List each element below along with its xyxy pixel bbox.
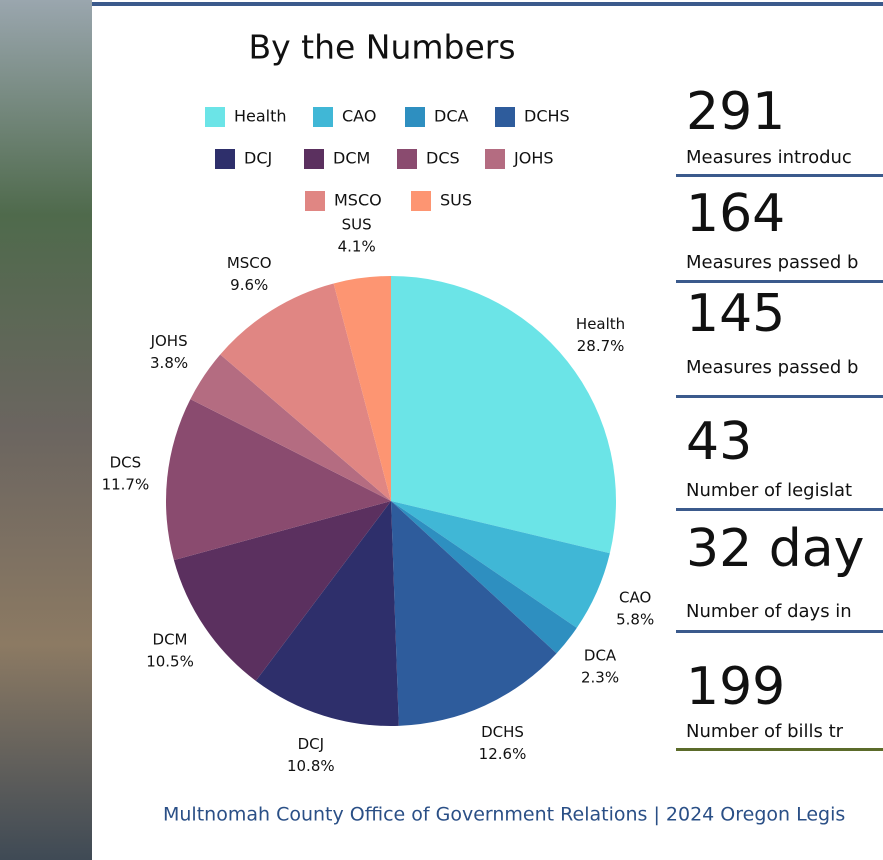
background-photo	[0, 0, 92, 860]
stat-label: Number of bills tr	[686, 721, 844, 742]
slice-label: DCHS	[481, 723, 524, 741]
stat-divider	[676, 395, 883, 398]
slice-value: 9.6%	[230, 276, 268, 294]
legend-swatch	[305, 191, 325, 211]
stat-divider	[676, 630, 883, 633]
slice-label: DCS	[110, 453, 142, 471]
top-border	[92, 2, 883, 6]
slice-value: 3.8%	[150, 354, 188, 372]
slice-label: MSCO	[227, 254, 272, 272]
slice-label: DCA	[584, 647, 617, 665]
legend-label: Health	[234, 107, 287, 126]
legend-label: DCA	[434, 107, 468, 126]
legend-label: SUS	[440, 191, 472, 210]
legend-swatch	[411, 191, 431, 211]
slice-value: 10.8%	[287, 757, 335, 775]
legend-label: JOHS	[513, 149, 554, 168]
slice-value: 10.5%	[146, 652, 194, 670]
slice-value: 4.1%	[338, 238, 376, 256]
stat-number: 199	[686, 657, 785, 717]
slice-value: 28.7%	[577, 337, 625, 355]
legend-label: CAO	[342, 107, 376, 126]
stat-divider	[676, 280, 883, 283]
stat-number: 43	[686, 412, 752, 472]
stat-divider	[676, 508, 883, 511]
legend-swatch	[313, 107, 333, 127]
slice-label: DCJ	[298, 735, 324, 753]
stat-label: Measures passed b	[686, 357, 858, 378]
legend-label: DCM	[333, 149, 370, 168]
stat-divider	[676, 748, 883, 751]
legend-swatch	[215, 149, 235, 169]
stat-divider	[676, 174, 883, 177]
footer: Multnomah County Office of Government Re…	[163, 804, 845, 826]
slice-label: CAO	[619, 589, 651, 607]
legend-label: MSCO	[334, 191, 382, 210]
slice-value: 5.8%	[616, 611, 654, 629]
stat-number: 145	[686, 284, 785, 344]
legend-swatch	[495, 107, 515, 127]
slice-label: JOHS	[150, 332, 188, 350]
legend-label: DCHS	[524, 107, 570, 126]
legend-swatch	[405, 107, 425, 127]
stat-label: Number of days in	[686, 601, 852, 622]
slice-label: Health	[576, 315, 625, 333]
slice-label: DCM	[153, 630, 188, 648]
stat-number: 291	[686, 82, 785, 142]
slice-value: 11.7%	[102, 475, 150, 493]
slice-label: SUS	[342, 216, 372, 234]
legend-label: DCJ	[244, 149, 272, 168]
legend-swatch	[397, 149, 417, 169]
legend-swatch	[485, 149, 505, 169]
slice-value: 2.3%	[581, 669, 619, 687]
stat-label: Measures passed b	[686, 252, 858, 273]
legend-label: DCS	[426, 149, 460, 168]
stat-number: 164	[686, 184, 785, 244]
stat-label: Measures introduc	[686, 147, 852, 168]
slice-value: 12.6%	[479, 745, 527, 763]
page: By the Numbers Multnomah County Office o…	[0, 0, 883, 860]
legend-swatch	[304, 149, 324, 169]
legend-swatch	[205, 107, 225, 127]
chart-title: By the Numbers	[248, 28, 515, 67]
stat-label: Number of legislat	[686, 480, 852, 501]
stat-number: 32 day	[686, 519, 864, 579]
